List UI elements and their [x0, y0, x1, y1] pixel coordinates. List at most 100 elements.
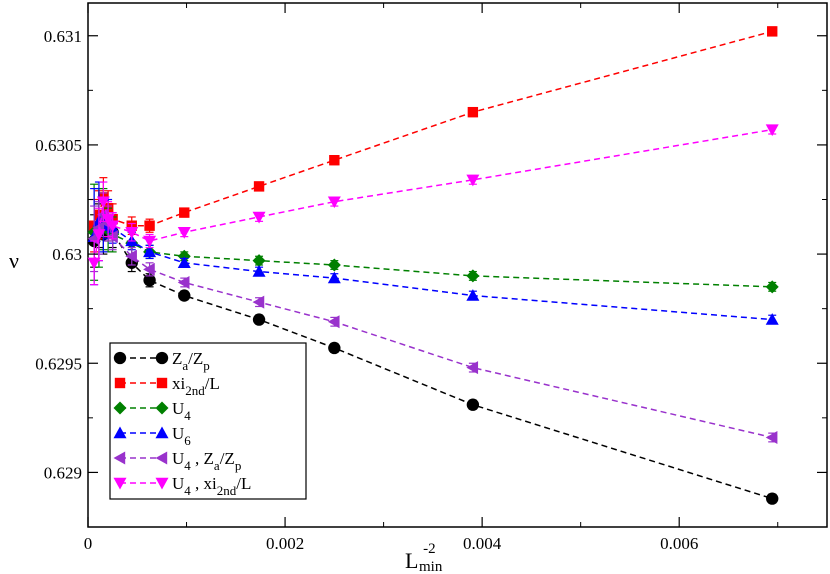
- legend-marker-start: [113, 426, 127, 439]
- data-point: [125, 249, 137, 263]
- legend-label-part: , Z: [191, 449, 214, 468]
- legend-item: U4: [113, 399, 191, 423]
- data-point: [328, 341, 341, 355]
- legend-label-part: /L: [205, 374, 220, 393]
- data-point: [766, 492, 779, 505]
- data-point: [765, 313, 779, 325]
- legend-marker-end: [155, 477, 169, 490]
- legend-label-sub: 2nd: [185, 383, 205, 398]
- data-point: [252, 295, 265, 309]
- legend-marker-start: [113, 401, 127, 415]
- legend-marker-end: [155, 401, 169, 415]
- data-point: [179, 207, 190, 218]
- legend-label-sub: 4: [184, 458, 191, 473]
- data-point: [327, 315, 340, 329]
- legend-label-part: Z: [172, 349, 182, 368]
- x-tick-label: 0.002: [266, 534, 304, 553]
- data-point: [177, 275, 190, 289]
- y-tick-label: 0.6295: [35, 354, 82, 373]
- legend-label-part: U: [172, 474, 184, 493]
- legend-label-sub: 4: [184, 483, 191, 498]
- data-point: [96, 196, 110, 209]
- data-point: [329, 155, 340, 166]
- legend-label-part: , xi: [191, 474, 217, 493]
- legend-label-sub: 6: [184, 433, 191, 448]
- legend-label-sub: p: [203, 358, 210, 373]
- series-5: [87, 124, 779, 286]
- legend-label-part: /Z: [188, 349, 203, 368]
- data-point: [252, 313, 266, 326]
- x-axis-label-sub: min: [419, 559, 443, 574]
- data-point: [143, 262, 155, 276]
- legend-label: U6: [172, 424, 191, 448]
- legend-label: xi2nd/L: [172, 374, 220, 398]
- data-point: [466, 289, 480, 301]
- data-point: [143, 274, 156, 287]
- series-line: [93, 30, 773, 227]
- data-point: [467, 106, 479, 118]
- data-point: [765, 124, 779, 137]
- legend-label-sub: 2nd: [217, 483, 237, 498]
- data-point: [177, 256, 191, 269]
- legend-marker-end: [155, 426, 169, 439]
- y-axis-label: ν: [9, 248, 19, 273]
- data-point: [466, 398, 480, 411]
- legend-label-part: U: [172, 449, 184, 468]
- legend-label-part: U: [172, 424, 184, 443]
- x-tick-label: 0: [84, 534, 93, 553]
- x-axis-label-base: L: [405, 548, 418, 573]
- legend-label-sub: a: [214, 458, 220, 473]
- data-point: [466, 361, 479, 375]
- data-point: [144, 220, 155, 231]
- legend-label-part: xi: [172, 374, 186, 393]
- legend-label-part: U: [172, 399, 184, 418]
- legend-marker-start: [113, 477, 127, 490]
- series-line: [93, 128, 773, 263]
- y-tick-label: 0.63: [52, 245, 82, 264]
- data-point: [765, 430, 778, 444]
- data-point: [252, 254, 266, 268]
- legend-label: U4 , Za/Zp: [172, 449, 241, 473]
- legend-label: Za/Zp: [172, 349, 210, 373]
- legend-box: [109, 342, 307, 500]
- x-tick-label: 0.006: [660, 534, 698, 553]
- legend-item: xi2nd/L: [114, 374, 220, 398]
- legend-label-sub: p: [235, 458, 242, 473]
- data-point: [143, 235, 157, 248]
- legend-marker-end: [155, 351, 169, 365]
- data-point: [327, 196, 341, 209]
- legend-label-sub: a: [182, 358, 188, 373]
- legend-item: Za/Zp: [113, 349, 210, 373]
- data-point: [178, 289, 191, 302]
- data-point: [765, 280, 779, 294]
- legend-marker-start: [114, 377, 126, 389]
- y-tick-label: 0.631: [44, 27, 82, 46]
- legend-label-part: /L: [236, 474, 251, 493]
- data-point: [327, 258, 341, 272]
- x-tick-label: 0.004: [463, 534, 502, 553]
- data-point: [252, 211, 266, 224]
- data-point: [125, 227, 139, 239]
- y-tick-label: 0.6305: [35, 136, 82, 155]
- legend-marker-start: [113, 451, 126, 465]
- legend-label-sub: 4: [184, 408, 191, 423]
- legend-marker-start: [113, 351, 127, 365]
- x-axis-label: L -2 min: [405, 533, 443, 574]
- data-point: [143, 245, 157, 258]
- data-point: [106, 220, 120, 233]
- x-axis-label-sup: -2: [423, 541, 436, 557]
- data-point: [101, 213, 115, 226]
- data-point: [177, 249, 191, 263]
- legend-label: U4 , xi2nd/L: [172, 474, 251, 498]
- data-point: [253, 181, 265, 192]
- legend-item: U4 , Za/Zp: [113, 449, 241, 473]
- data-point: [92, 229, 106, 241]
- legend-item: U4 , xi2nd/L: [113, 474, 251, 498]
- legend-item: U6: [113, 424, 191, 448]
- data-point: [177, 227, 191, 239]
- legend-label-part: /Z: [220, 449, 235, 468]
- data-point: [327, 271, 341, 284]
